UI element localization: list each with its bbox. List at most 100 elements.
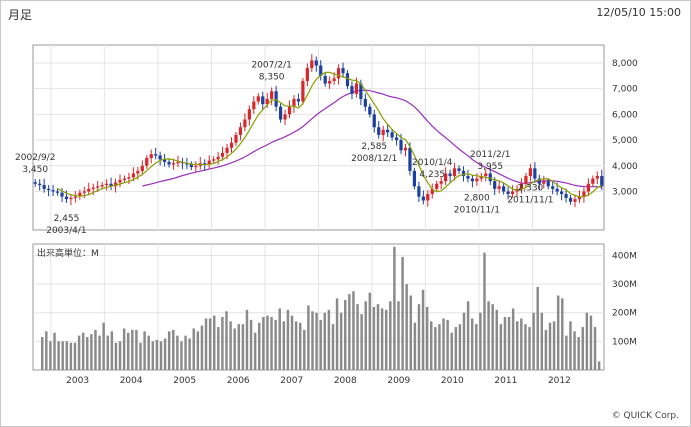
candle-body (149, 154, 153, 159)
volume-bar (225, 311, 228, 370)
candle-body (310, 60, 314, 69)
price-annotation: 3,450 (22, 165, 48, 175)
volume-bar (188, 338, 191, 370)
candle-body (381, 129, 385, 135)
price-annotation: 2008/12/1 (351, 154, 397, 164)
candle-body (122, 178, 127, 180)
volume-bar (253, 332, 257, 370)
volume-bar (274, 319, 277, 370)
volume-bar (151, 341, 155, 370)
volume-bar (147, 335, 150, 370)
candle-body (412, 170, 417, 187)
candle-body (118, 179, 122, 183)
volume-bar (282, 321, 286, 370)
x-tick-label: 2008 (334, 376, 357, 386)
volume-bar (364, 301, 367, 370)
volume-bar (565, 335, 568, 370)
volume-bar (335, 298, 339, 370)
volume-bar (548, 322, 552, 370)
candle-body (564, 194, 568, 198)
volume-bar (401, 256, 404, 370)
candle-body (555, 188, 559, 192)
volume-bar (98, 335, 101, 370)
candle-body (207, 160, 211, 165)
candle-body (301, 80, 305, 102)
candle-body (91, 187, 95, 189)
candle-body (560, 191, 564, 195)
price-tick-label: 4,000 (612, 162, 638, 172)
timestamp: 12/05/10 15:00 (596, 6, 681, 19)
candle-body (328, 80, 332, 84)
candle-body (319, 65, 323, 76)
candle-body (421, 196, 425, 201)
volume-bar (290, 315, 294, 370)
volume-bar (311, 311, 314, 370)
volume-bar (446, 319, 449, 370)
candle-body (96, 186, 100, 188)
volume-bar (327, 309, 331, 370)
volume-bar (155, 339, 159, 370)
candle-body (274, 91, 278, 107)
price-annotation: 2010/1/4 (412, 158, 453, 168)
volume-bar (241, 324, 245, 370)
volume-bar (372, 307, 376, 370)
candle-body (185, 163, 189, 165)
candle-body (55, 191, 60, 193)
volume-bar (577, 337, 580, 370)
candle-body (261, 96, 265, 105)
volume-bar (135, 329, 138, 370)
volume-bar (45, 331, 48, 370)
volume-unit-label: 出来高単位：M (37, 247, 99, 259)
volume-bar (450, 332, 453, 370)
candle-body (403, 147, 408, 151)
volume-bar (163, 338, 167, 370)
candle-body (350, 86, 354, 94)
volume-bar (421, 289, 425, 370)
volume-bar (192, 328, 195, 370)
volume-bar (196, 331, 200, 370)
volume-bar (520, 318, 523, 370)
candle-body (448, 173, 452, 177)
price-tick-label: 6,000 (612, 110, 638, 120)
x-tick-label: 2003 (66, 376, 89, 386)
volume-bar (585, 312, 589, 370)
price-tick-label: 8,000 (612, 59, 638, 69)
volume-bar (425, 307, 429, 370)
candle-body (270, 91, 274, 99)
candle-body (497, 186, 501, 189)
volume-bar (540, 312, 544, 370)
volume-bar (167, 331, 171, 370)
candle-body (100, 185, 104, 187)
volume-bar (319, 319, 322, 370)
volume-bar (106, 335, 109, 370)
x-tick-label: 2012 (548, 376, 571, 386)
volume-bar (462, 312, 466, 370)
candle-body (162, 159, 167, 162)
volume-bar (159, 341, 163, 370)
candle-body (238, 127, 243, 135)
volume-bar (409, 295, 412, 370)
candle-body (377, 127, 381, 135)
volume-bar (81, 332, 85, 370)
price-annotation: 2,330 (518, 183, 544, 193)
volume-bar (495, 309, 498, 370)
x-tick-label: 2007 (280, 376, 303, 386)
volume-bar (556, 295, 560, 370)
candle-body (104, 183, 109, 186)
price-annotation: 2011/11/1 (507, 195, 553, 205)
volume-bar (356, 304, 359, 370)
price-annotation: 2011/2/1 (470, 150, 510, 160)
volume-bar (217, 327, 220, 370)
volume-bar (237, 324, 241, 370)
volume-bar (221, 317, 224, 370)
candle-body (577, 196, 582, 200)
candle-body (283, 114, 287, 120)
candle-body (417, 186, 421, 197)
candle-body (408, 147, 412, 171)
volume-bar (122, 328, 126, 370)
candle-body (488, 173, 492, 182)
candle-body (78, 192, 82, 197)
volume-bar (245, 309, 249, 370)
candle-body (591, 178, 595, 184)
